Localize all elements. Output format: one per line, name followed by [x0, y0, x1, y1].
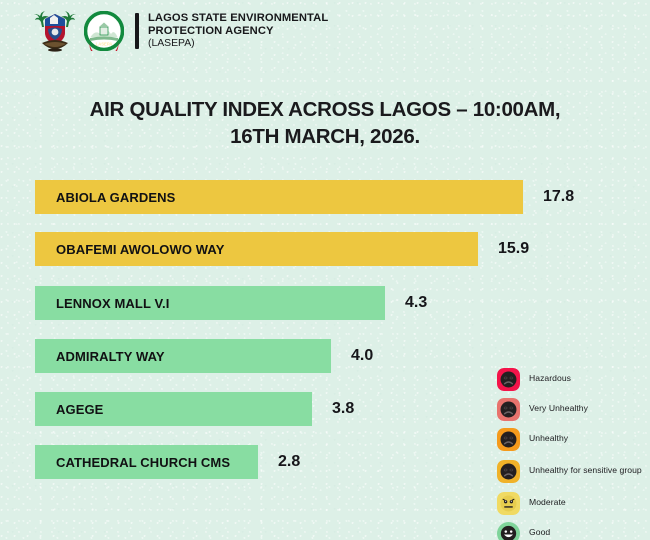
bar-row: CATHEDRAL CHURCH CMS 2.8 [35, 445, 300, 479]
bar-label: AGEGE [56, 401, 104, 417]
bar-cathedral-church-cms: CATHEDRAL CHURCH CMS [35, 445, 258, 479]
bar-agege: AGEGE [35, 392, 312, 426]
bar-row: AGEGE 3.8 [35, 392, 354, 426]
agency-name-line1: LAGOS STATE ENVIRONMENTAL [148, 12, 329, 25]
legend-item-good: Good [497, 520, 647, 540]
legend-item-unhealthy: Unhealthy [497, 426, 647, 452]
legend-item-very-unhealthy: Very Unhealthy [497, 396, 647, 422]
bar-label: OBAFEMI AWOLOWO WAY [56, 241, 225, 257]
bar-value: 3.8 [332, 400, 355, 417]
bar-row: ADMIRALTY WAY 4.0 [35, 339, 373, 373]
bar-abiola-gardens: ABIOLA GARDENS [35, 180, 523, 214]
bar-row: OBAFEMI AWOLOWO WAY 15.9 [35, 232, 529, 266]
bar-value: 15.9 [498, 240, 530, 257]
bar-admiralty-way: ADMIRALTY WAY [35, 339, 331, 373]
bar-obafemi-awolowo-way: OBAFEMI AWOLOWO WAY [35, 232, 478, 266]
face-hazardous-icon [497, 367, 520, 391]
bar-value: 4.0 [351, 347, 374, 364]
face-very-unhealthy-icon [497, 397, 520, 421]
bar-label: ADMIRALTY WAY [56, 348, 165, 364]
bar-label: LENNOX MALL V.I [56, 295, 170, 311]
chart-title: AIR QUALITY INDEX ACROSS LAGOS – 10:00AM… [0, 96, 650, 151]
agency-name-line2: PROTECTION AGENCY [148, 24, 274, 37]
face-unhealthy-sensitive-icon [497, 459, 520, 483]
legend-label: Unhealthy for sensitive group [529, 465, 642, 476]
bar-value: 2.8 [278, 453, 301, 470]
legend-label: Hazardous [529, 373, 572, 384]
bar-label: ABIOLA GARDENS [56, 189, 176, 205]
face-good-icon [497, 521, 520, 540]
lagos-state-coat-of-arms-icon [34, 11, 76, 52]
legend-label: Very Unhealthy [529, 403, 588, 414]
legend-item-hazardous: Hazardous [497, 366, 647, 392]
svg-text:LASEPA: LASEPA [96, 42, 113, 47]
bar-value: 17.8 [543, 188, 575, 205]
agency-header: LASEPA LAGOS STATE ENVIRONMENTAL PROTECT… [0, 0, 650, 62]
logo-group: LASEPA [32, 9, 124, 53]
face-unhealthy-icon [497, 427, 520, 451]
bar-row: ABIOLA GARDENS 17.8 [35, 180, 574, 214]
legend-label: Moderate [529, 497, 566, 508]
face-moderate-icon [497, 491, 520, 515]
bar-label: CATHEDRAL CHURCH CMS [56, 454, 231, 470]
chart-title-line2: 16TH MARCH, 2026. [230, 125, 420, 149]
bar-value: 4.3 [405, 294, 428, 311]
header-divider-rule [135, 13, 139, 49]
bar-lennox-mall-vi: LENNOX MALL V.I [35, 286, 385, 320]
legend-item-moderate: Moderate [497, 490, 647, 516]
legend-label: Good [529, 527, 551, 538]
legend-label: Unhealthy [529, 433, 569, 444]
aqi-bar-chart: ABIOLA GARDENS 17.8 OBAFEMI AWOLOWO WAY … [35, 180, 615, 480]
aqi-legend: Hazardous Very Unhealthy Unhealthy [497, 366, 647, 540]
lasepa-seal-icon: LASEPA [84, 11, 124, 51]
legend-item-unhealthy-sensitive: Unhealthy for sensitive group [497, 456, 647, 486]
bar-row: LENNOX MALL V.I 4.3 [35, 286, 427, 320]
agency-acronym: (LASEPA) [148, 38, 195, 50]
agency-name-block: LAGOS STATE ENVIRONMENTAL PROTECTION AGE… [148, 12, 328, 50]
chart-title-line1: AIR QUALITY INDEX ACROSS LAGOS – 10:00AM… [89, 98, 561, 121]
